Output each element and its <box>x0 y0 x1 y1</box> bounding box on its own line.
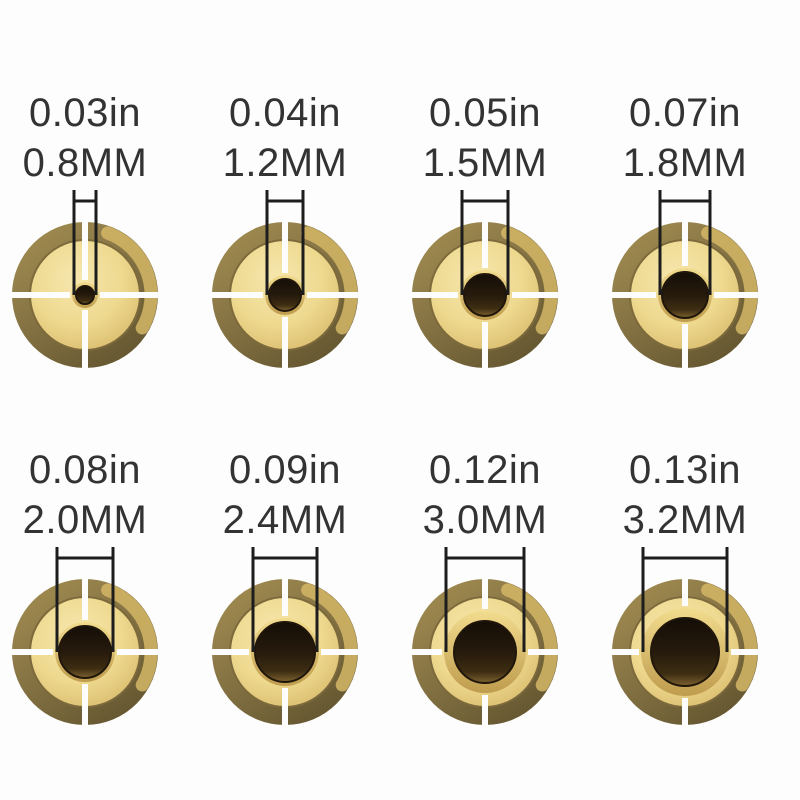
collet-photo <box>405 547 565 732</box>
measure-bracket <box>444 547 526 652</box>
collet-slit-bottom <box>282 688 288 732</box>
collet-slit-top <box>82 572 88 620</box>
collet-slit-left <box>5 649 53 655</box>
collet-ring-highlight <box>701 583 758 692</box>
collet-slit-top <box>682 215 688 266</box>
collet-slit-left <box>405 649 442 655</box>
collet-slit-left <box>5 292 70 298</box>
collet-mm-label: 2.0MM <box>22 498 148 542</box>
collet-photo <box>205 190 365 375</box>
collet-slit-right <box>714 292 765 298</box>
measure-bracket <box>55 547 115 652</box>
collet-item: 0.03in 0.8MM <box>0 88 185 390</box>
collet-hole <box>463 273 507 317</box>
collet-ring-highlight <box>701 226 758 335</box>
collet-slit-top <box>82 215 88 280</box>
collet-slit-left <box>405 292 458 298</box>
collet-slit-top <box>682 572 688 606</box>
measure-bracket <box>460 190 510 295</box>
collet-ring-highlight <box>101 583 158 692</box>
collet-hole <box>453 620 517 684</box>
collet-slit-left <box>205 649 249 655</box>
collet-slit-bottom <box>82 684 88 732</box>
collet-hole <box>268 278 302 312</box>
collet-item: 0.05in 1.5MM <box>385 88 585 390</box>
collet-inch-label: 0.08in <box>29 448 141 492</box>
collet-row-top: 0.03in 0.8MM 0.04in 1.2MM 0.05in 1.5MM 0… <box>0 88 800 390</box>
collet-mm-label: 1.2MM <box>222 141 348 185</box>
measure-bracket <box>72 190 98 295</box>
collet-slit-bottom <box>282 317 288 375</box>
measure-bracket <box>641 547 729 652</box>
collet-slit-top <box>282 215 288 273</box>
collet-ring-highlight <box>301 226 358 335</box>
collet-item: 0.04in 1.2MM <box>185 88 385 390</box>
collet-hole <box>58 625 112 679</box>
collet-hole <box>661 271 709 319</box>
collet-slit-left <box>205 292 263 298</box>
collet-photo <box>605 547 765 732</box>
collet-slit-left <box>605 649 639 655</box>
collet-item: 0.07in 1.8MM <box>585 88 785 390</box>
collet-item: 0.08in 2.0MM <box>0 445 185 747</box>
collet-mm-label: 1.8MM <box>622 141 748 185</box>
collet-slit-right <box>321 649 365 655</box>
collet-mm-label: 1.5MM <box>422 141 548 185</box>
collet-slit-top <box>482 215 488 268</box>
collet-inch-label: 0.12in <box>429 448 541 492</box>
collet-photo <box>5 547 165 732</box>
collet-slit-right <box>512 292 565 298</box>
collet-slit-bottom <box>482 695 488 732</box>
collet-slit-bottom <box>82 310 88 375</box>
measure-bracket <box>265 190 305 295</box>
collet-item: 0.13in 3.2MM <box>585 445 785 747</box>
collet-slit-left <box>605 292 656 298</box>
collet-photo <box>205 547 365 732</box>
collet-slit-top <box>282 572 288 616</box>
collet-hole <box>75 285 95 305</box>
measure-bracket <box>658 190 712 295</box>
collet-slit-bottom <box>682 698 688 732</box>
collet-slit-right <box>731 649 765 655</box>
collet-mm-label: 3.2MM <box>622 498 748 542</box>
collet-inch-label: 0.13in <box>629 448 741 492</box>
collet-item: 0.12in 3.0MM <box>385 445 585 747</box>
collet-inch-label: 0.09in <box>229 448 341 492</box>
collet-slit-bottom <box>682 324 688 375</box>
measure-bracket <box>251 547 319 652</box>
collet-ring-highlight <box>301 583 358 692</box>
collet-photo <box>5 190 165 375</box>
collet-inch-label: 0.03in <box>29 91 141 135</box>
collet-hole <box>254 621 316 683</box>
collet-slit-bottom <box>482 322 488 375</box>
collet-slit-top <box>482 572 488 609</box>
collet-slit-right <box>117 649 165 655</box>
collet-slit-right <box>528 649 565 655</box>
collet-ring-highlight <box>501 583 558 692</box>
collet-ring-highlight <box>101 226 158 335</box>
collet-photo <box>405 190 565 375</box>
collet-row-bottom: 0.08in 2.0MM 0.09in 2.4MM 0.12in 3.0MM 0… <box>0 445 800 747</box>
collet-ring-highlight <box>501 226 558 335</box>
collet-hole <box>650 617 720 687</box>
collet-mm-label: 3.0MM <box>422 498 548 542</box>
collet-slit-right <box>307 292 365 298</box>
collet-item: 0.09in 2.4MM <box>185 445 385 747</box>
collet-inch-label: 0.07in <box>629 91 741 135</box>
collet-mm-label: 2.4MM <box>222 498 348 542</box>
collet-inch-label: 0.04in <box>229 91 341 135</box>
collet-mm-label: 0.8MM <box>22 141 148 185</box>
collet-inch-label: 0.05in <box>429 91 541 135</box>
collet-slit-right <box>100 292 165 298</box>
collet-photo <box>605 190 765 375</box>
